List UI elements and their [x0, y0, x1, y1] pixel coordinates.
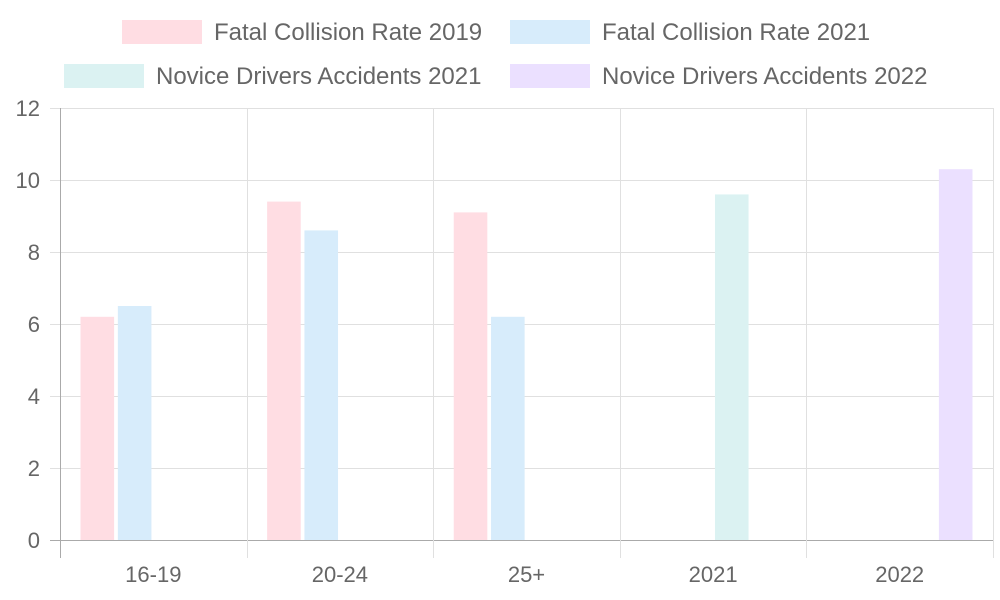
- y-tick-label: 8: [28, 240, 40, 265]
- y-tick-label: 0: [28, 528, 40, 553]
- y-tick-label: 12: [16, 96, 40, 121]
- legend-label[interactable]: Novice Drivers Accidents 2022: [602, 63, 927, 90]
- x-tick-label: 2022: [875, 562, 924, 587]
- bar[interactable]: [491, 316, 525, 540]
- legend-label[interactable]: Fatal Collision Rate 2019: [214, 19, 482, 46]
- x-tick-label: 25+: [508, 562, 545, 587]
- bar[interactable]: [267, 201, 301, 540]
- x-tick-label: 2021: [689, 562, 738, 587]
- bar[interactable]: [80, 316, 115, 540]
- legend-label[interactable]: Novice Drivers Accidents 2021: [156, 63, 481, 90]
- x-tick-label: 16-19: [125, 562, 181, 587]
- y-tick-label: 10: [16, 168, 40, 193]
- bar[interactable]: [938, 169, 973, 540]
- bar[interactable]: [117, 306, 152, 540]
- y-tick-label: 4: [28, 384, 40, 409]
- legend-label[interactable]: Fatal Collision Rate 2021: [602, 19, 870, 46]
- y-tick-label: 2: [28, 456, 40, 481]
- bar[interactable]: [714, 194, 749, 540]
- legend-swatch[interactable]: [510, 20, 590, 44]
- bar[interactable]: [453, 212, 488, 540]
- bar[interactable]: [304, 230, 339, 540]
- legend-swatch[interactable]: [510, 64, 590, 88]
- x-tick-label: 20-24: [312, 562, 368, 587]
- y-tick-label: 6: [28, 312, 40, 337]
- legend-swatch[interactable]: [64, 64, 144, 88]
- legend-swatch[interactable]: [122, 20, 202, 44]
